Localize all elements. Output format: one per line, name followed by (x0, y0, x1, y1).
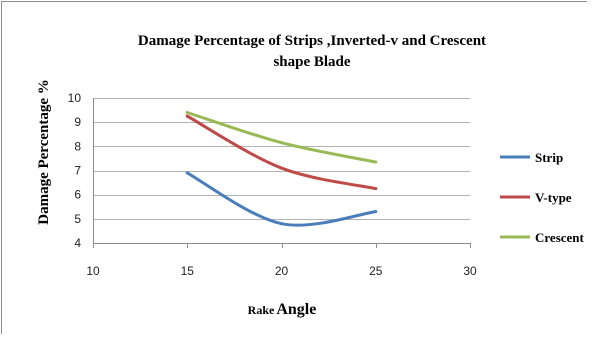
x-tick-label: 15 (181, 264, 195, 278)
x-axis-label-part-1: Rake (248, 303, 275, 317)
data-point-strip (374, 210, 378, 214)
data-point-crescent (374, 160, 378, 164)
x-tick-label: 25 (369, 264, 383, 278)
x-tick-label: 20 (275, 264, 289, 278)
chart-frame: Damage Percentage of Strips ,Inverted-v … (1, 1, 587, 334)
grid-lines (93, 98, 470, 220)
y-tick-label: 10 (68, 91, 82, 105)
y-tick-label: 9 (74, 115, 81, 129)
y-tick-label: 4 (74, 236, 81, 250)
line-chart: Damage Percentage of Strips ,Inverted-v … (36, 33, 585, 318)
y-tick-label: 6 (74, 188, 81, 202)
data-point-crescent (280, 141, 283, 145)
y-tick-labels: 4 5 6 7 8 9 10 (68, 91, 82, 250)
legend: Strip V-type Crescent (500, 150, 585, 245)
legend-label-v-type: V-type (535, 190, 572, 205)
axes (93, 98, 471, 248)
data-point-v-type (280, 166, 283, 170)
y-axis-label: Damage Percentage % (36, 79, 52, 225)
series-line-strip (185, 171, 378, 227)
data-point-crescent (185, 111, 189, 114)
y-tick-label: 5 (74, 212, 81, 226)
y-tick-label: 8 (74, 139, 81, 153)
chart-title-line-1: Damage Percentage of Strips ,Inverted-v … (138, 33, 486, 49)
chart-title-line-2: shape Blade (273, 54, 350, 70)
x-axis-label: Rake Angle (248, 301, 317, 318)
series-line-crescent (185, 111, 378, 164)
legend-label-crescent: Crescent (535, 230, 585, 245)
series-line-v-type (185, 114, 378, 191)
x-axis-label-part-2: Angle (276, 301, 316, 318)
x-tick-labels: 10 15 20 25 30 (86, 264, 477, 278)
y-tick-label: 7 (74, 164, 81, 178)
data-point-strip (185, 171, 189, 175)
legend-label-strip: Strip (535, 150, 563, 165)
x-tick-label: 30 (463, 264, 477, 278)
series-lines (185, 111, 378, 227)
data-point-v-type (185, 114, 189, 118)
x-tick-label: 10 (86, 264, 100, 278)
data-point-v-type (374, 187, 378, 191)
data-point-strip (280, 222, 283, 226)
